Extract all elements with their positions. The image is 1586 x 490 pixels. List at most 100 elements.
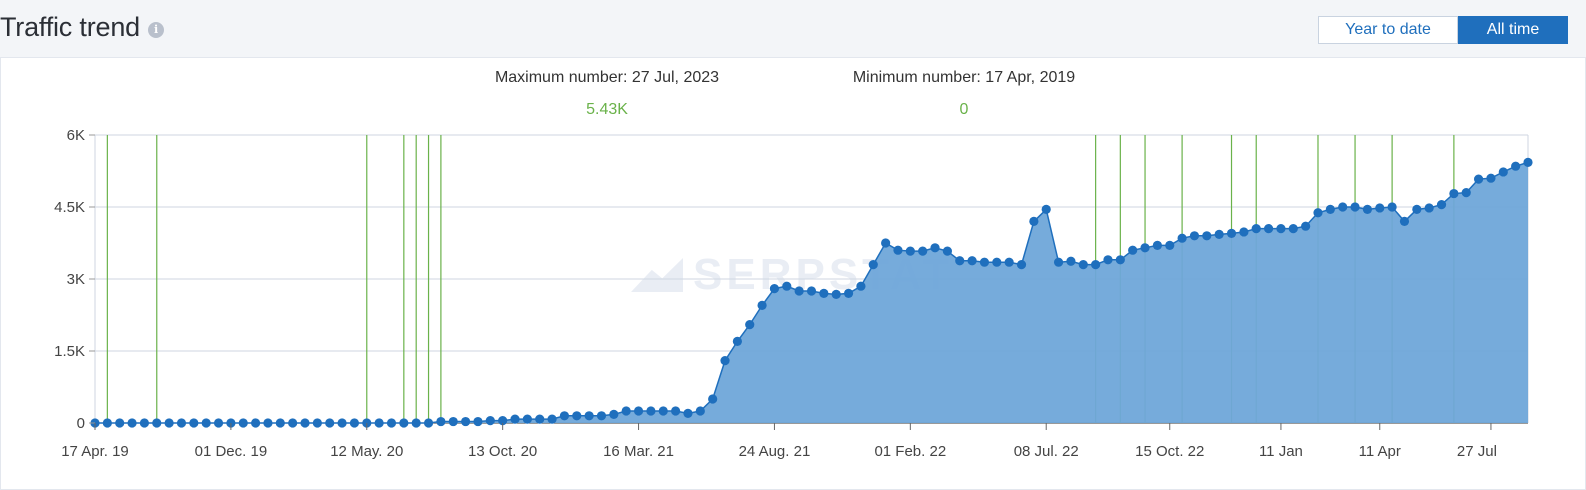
data-point[interactable] (658, 406, 668, 416)
data-point[interactable] (794, 286, 804, 296)
data-point[interactable] (399, 418, 409, 428)
data-point[interactable] (1140, 243, 1150, 253)
data-point[interactable] (1152, 240, 1162, 250)
data-point[interactable] (1128, 245, 1138, 255)
data-point[interactable] (1498, 167, 1508, 177)
data-point[interactable] (102, 418, 112, 428)
data-point[interactable] (1041, 204, 1051, 214)
data-point[interactable] (1449, 188, 1459, 199)
data-point[interactable] (695, 406, 705, 416)
data-point[interactable] (1066, 256, 1076, 266)
data-point[interactable] (139, 418, 150, 428)
data-point[interactable] (448, 416, 458, 427)
data-point[interactable] (1226, 228, 1237, 238)
data-point[interactable] (250, 418, 261, 428)
data-point[interactable] (1511, 161, 1521, 171)
data-point[interactable] (127, 418, 137, 428)
data-point[interactable] (1276, 224, 1286, 234)
data-point[interactable] (819, 288, 829, 298)
data-point[interactable] (1214, 229, 1224, 239)
data-point[interactable] (461, 416, 471, 427)
data-point[interactable] (1301, 221, 1311, 231)
data-point[interactable] (720, 356, 730, 366)
data-point[interactable] (535, 414, 545, 424)
data-point[interactable] (1461, 188, 1471, 198)
data-point[interactable] (671, 406, 681, 416)
data-point[interactable] (782, 281, 792, 291)
data-point[interactable] (1189, 231, 1200, 241)
data-point[interactable] (1091, 260, 1101, 270)
data-point[interactable] (498, 416, 508, 426)
data-point[interactable] (732, 336, 742, 346)
data-point[interactable] (312, 418, 322, 428)
data-point[interactable] (1115, 255, 1125, 265)
data-point[interactable] (942, 246, 952, 256)
data-point[interactable] (646, 406, 656, 416)
data-point[interactable] (843, 288, 854, 298)
data-point[interactable] (1486, 173, 1496, 183)
data-point[interactable] (881, 238, 891, 248)
data-point[interactable] (1239, 227, 1249, 237)
data-point[interactable] (325, 418, 335, 428)
data-point[interactable] (1263, 224, 1274, 234)
data-point[interactable] (386, 418, 397, 428)
data-point[interactable] (1436, 200, 1447, 210)
data-point[interactable] (1016, 260, 1027, 270)
data-point[interactable] (1473, 174, 1484, 184)
data-point[interactable] (275, 418, 285, 428)
data-point[interactable] (831, 289, 841, 299)
data-point[interactable] (967, 256, 977, 266)
data-point[interactable] (572, 411, 582, 421)
info-icon[interactable]: i (147, 21, 164, 38)
data-point[interactable] (1412, 204, 1422, 214)
data-point[interactable] (522, 414, 532, 424)
data-point[interactable] (584, 411, 594, 421)
data-point[interactable] (263, 418, 273, 428)
data-point[interactable] (1288, 224, 1298, 234)
data-point[interactable] (115, 418, 125, 428)
data-point[interactable] (436, 416, 446, 427)
data-point[interactable] (485, 416, 495, 426)
data-point[interactable] (621, 406, 631, 416)
data-point[interactable] (806, 286, 817, 296)
data-point[interactable] (473, 416, 483, 427)
data-point[interactable] (176, 418, 187, 428)
data-point[interactable] (201, 418, 211, 428)
data-point[interactable] (1053, 257, 1064, 267)
data-point[interactable] (1103, 255, 1113, 265)
data-point[interactable] (238, 418, 248, 428)
data-point[interactable] (683, 408, 693, 418)
data-point[interactable] (213, 418, 224, 428)
data-point[interactable] (893, 245, 903, 255)
data-point[interactable] (633, 406, 644, 416)
data-point[interactable] (411, 418, 421, 428)
data-point[interactable] (1202, 231, 1212, 241)
data-point[interactable] (1387, 202, 1397, 212)
data-point[interactable] (609, 409, 619, 419)
data-point[interactable] (152, 418, 162, 428)
data-point[interactable] (547, 414, 557, 424)
data-point[interactable] (164, 418, 174, 428)
data-point[interactable] (1177, 233, 1187, 243)
data-point[interactable] (1004, 257, 1014, 267)
data-point[interactable] (559, 411, 570, 421)
data-point[interactable] (1078, 260, 1088, 270)
data-point[interactable] (1375, 203, 1385, 213)
data-point[interactable] (1523, 157, 1533, 167)
data-point[interactable] (1350, 202, 1360, 212)
data-point[interactable] (288, 418, 298, 428)
data-point[interactable] (300, 418, 310, 428)
data-point[interactable] (1313, 208, 1323, 218)
data-point[interactable] (918, 246, 928, 256)
data-point[interactable] (979, 257, 990, 267)
data-point[interactable] (1399, 216, 1410, 226)
data-point[interactable] (1165, 240, 1175, 250)
data-point[interactable] (596, 411, 607, 421)
data-point[interactable] (769, 284, 780, 294)
data-point[interactable] (930, 243, 940, 253)
year-to-date-button[interactable]: Year to date (1318, 16, 1458, 44)
data-point[interactable] (955, 256, 965, 266)
data-point[interactable] (757, 300, 767, 310)
data-point[interactable] (1338, 202, 1348, 212)
data-point[interactable] (1362, 204, 1373, 214)
